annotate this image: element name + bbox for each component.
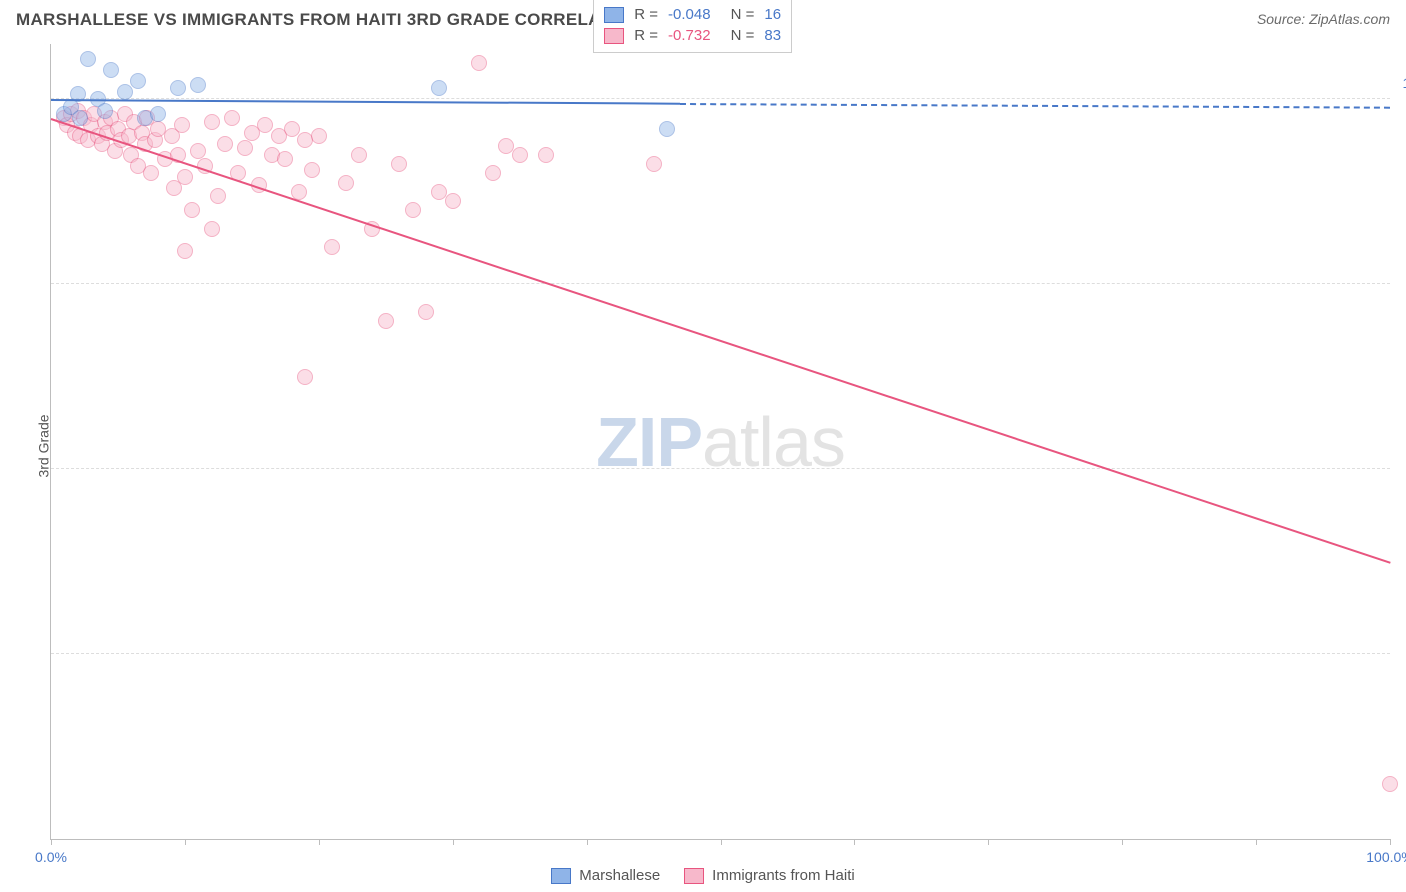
data-point	[257, 117, 273, 133]
stats-row: R = -0.048 N = 16	[604, 4, 781, 25]
data-point	[103, 62, 119, 78]
data-point	[659, 121, 675, 137]
data-point	[471, 55, 487, 71]
trend-line	[51, 118, 1391, 564]
data-point	[485, 165, 501, 181]
trend-line	[51, 99, 680, 105]
data-point	[284, 121, 300, 137]
data-point	[204, 114, 220, 130]
data-point	[646, 156, 662, 172]
data-point	[405, 202, 421, 218]
data-point	[445, 193, 461, 209]
data-point	[297, 369, 313, 385]
data-point	[431, 80, 447, 96]
x-tick	[1122, 839, 1123, 845]
data-point	[184, 202, 200, 218]
y-tick-label: 100.0%	[1395, 75, 1406, 91]
x-tick	[51, 839, 52, 845]
data-point	[143, 165, 159, 181]
data-point	[80, 51, 96, 67]
r-value: -0.048	[668, 6, 711, 23]
data-point	[150, 106, 166, 122]
watermark: ZIPatlas	[596, 402, 845, 482]
legend-swatch	[684, 868, 704, 884]
chart-legend: Marshallese Immigrants from Haiti	[0, 867, 1406, 884]
data-point	[512, 147, 528, 163]
data-point	[217, 136, 233, 152]
x-tick	[1390, 839, 1391, 845]
data-point	[391, 156, 407, 172]
x-tick	[587, 839, 588, 845]
data-point	[418, 304, 434, 320]
gridline	[51, 468, 1390, 469]
series-swatch	[604, 7, 624, 23]
data-point	[130, 73, 146, 89]
data-point	[351, 147, 367, 163]
data-point	[174, 117, 190, 133]
n-label: N =	[731, 27, 755, 44]
data-point	[117, 84, 133, 100]
x-tick	[988, 839, 989, 845]
data-point	[170, 80, 186, 96]
data-point	[324, 239, 340, 255]
x-tick	[854, 839, 855, 845]
legend-swatch	[551, 868, 571, 884]
x-tick	[453, 839, 454, 845]
gridline	[51, 283, 1390, 284]
source-attribution: Source: ZipAtlas.com	[1257, 11, 1390, 29]
n-value: 83	[764, 27, 781, 44]
r-label: R =	[634, 6, 658, 23]
legend-label: Marshallese	[579, 867, 660, 884]
legend-item: Immigrants from Haiti	[684, 867, 855, 884]
x-tick-label: 0.0%	[35, 849, 67, 865]
data-point	[338, 175, 354, 191]
data-point	[72, 110, 88, 126]
scatter-chart: ZIPatlas 70.0%80.0%90.0%100.0%0.0%100.0%…	[50, 44, 1390, 840]
stats-row: R = -0.732 N = 83	[604, 25, 781, 46]
data-point	[224, 110, 240, 126]
data-point	[204, 221, 220, 237]
data-point	[190, 77, 206, 93]
data-point	[237, 140, 253, 156]
data-point	[378, 313, 394, 329]
n-label: N =	[731, 6, 755, 23]
data-point	[177, 169, 193, 185]
gridline	[51, 653, 1390, 654]
source-name: ZipAtlas.com	[1309, 11, 1390, 27]
x-tick	[1256, 839, 1257, 845]
data-point	[190, 143, 206, 159]
r-value: -0.732	[668, 27, 711, 44]
data-point	[1382, 776, 1398, 792]
y-tick-label: 80.0%	[1395, 445, 1406, 461]
x-tick	[185, 839, 186, 845]
data-point	[177, 243, 193, 259]
data-point	[97, 103, 113, 119]
x-tick	[721, 839, 722, 845]
x-tick	[319, 839, 320, 845]
trend-line	[680, 103, 1390, 109]
data-point	[210, 188, 226, 204]
legend-label: Immigrants from Haiti	[712, 867, 855, 884]
data-point	[311, 128, 327, 144]
y-tick-label: 90.0%	[1395, 260, 1406, 276]
r-label: R =	[634, 27, 658, 44]
n-value: 16	[764, 6, 781, 23]
y-tick-label: 70.0%	[1395, 630, 1406, 646]
data-point	[277, 151, 293, 167]
data-point	[304, 162, 320, 178]
correlation-stats-box: R = -0.048 N = 16 R = -0.732 N = 83	[593, 0, 792, 53]
series-swatch	[604, 28, 624, 44]
legend-item: Marshallese	[551, 867, 660, 884]
source-prefix: Source:	[1257, 11, 1309, 27]
data-point	[538, 147, 554, 163]
x-tick-label: 100.0%	[1366, 849, 1406, 865]
